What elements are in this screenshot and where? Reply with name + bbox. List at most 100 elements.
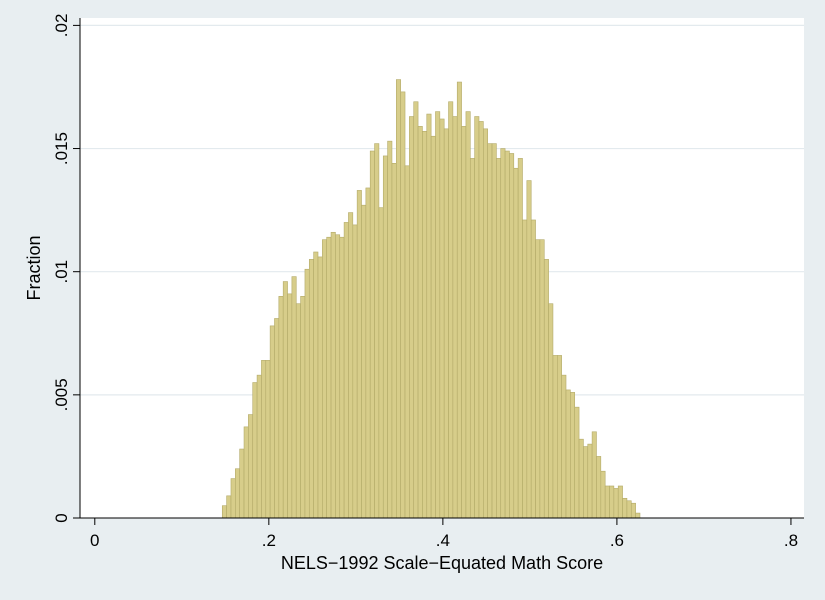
- histogram-bar: [348, 212, 354, 519]
- histogram-bar: [557, 355, 562, 519]
- histogram-bar: [369, 150, 375, 519]
- histogram-bar: [622, 497, 628, 519]
- histogram-bar: [409, 116, 415, 519]
- histogram-bar: [404, 165, 410, 519]
- histogram-bar: [587, 443, 593, 519]
- histogram-bar: [282, 281, 288, 519]
- histogram-bar: [500, 148, 506, 519]
- histogram-bar: [522, 219, 528, 519]
- histogram-bar: [417, 126, 423, 519]
- histogram-bar: [496, 158, 502, 519]
- histogram-bar: [252, 382, 258, 519]
- histogram-bar: [574, 406, 580, 519]
- histogram-bar: [387, 140, 393, 519]
- histogram-bar: [308, 259, 314, 519]
- histogram-bar: [378, 207, 384, 519]
- histogram-bar: [478, 121, 484, 519]
- histogram-bar: [330, 231, 336, 519]
- histogram-bar: [426, 113, 432, 519]
- x-tick-label: .4: [436, 531, 450, 550]
- histogram-bar: [352, 224, 358, 519]
- histogram-bar: [235, 468, 240, 519]
- x-tick-label: .6: [610, 531, 624, 550]
- histogram-bar: [300, 296, 306, 519]
- bars: [221, 79, 641, 519]
- histogram-bar: [339, 236, 345, 519]
- x-tick-label: .8: [784, 531, 798, 550]
- histogram-bar: [461, 126, 467, 519]
- histogram-bar: [617, 485, 623, 519]
- histogram-bar: [509, 153, 515, 519]
- histogram-bar: [452, 116, 458, 519]
- histogram-bar: [591, 431, 597, 519]
- histogram-bar: [443, 128, 449, 519]
- y-tick-label: .015: [52, 132, 71, 165]
- histogram-bar: [578, 438, 584, 519]
- histogram-bar: [413, 101, 419, 519]
- x-tick-label: 0: [90, 531, 99, 550]
- histogram-bar: [635, 512, 641, 519]
- histogram-bar: [609, 485, 615, 519]
- histogram-bar: [487, 143, 493, 519]
- histogram-bar: [517, 158, 523, 519]
- histogram-bar: [265, 360, 271, 519]
- histogram-bar: [513, 167, 519, 519]
- histogram-bar: [465, 111, 471, 519]
- histogram-bar: [430, 135, 436, 519]
- histogram-bar: [543, 259, 549, 519]
- histogram-bar: [248, 414, 254, 519]
- histogram-bar: [382, 155, 388, 519]
- histogram-bar: [456, 81, 462, 519]
- histogram-bar: [613, 488, 619, 519]
- histogram-bar: [278, 296, 284, 519]
- histogram-bar: [396, 79, 401, 519]
- histogram-bar: [474, 116, 480, 519]
- histogram-bar: [626, 500, 632, 519]
- histogram-bar: [504, 150, 510, 519]
- x-tick-label: .2: [262, 531, 276, 550]
- histogram-bar: [274, 318, 280, 519]
- y-tick-label: .005: [52, 378, 71, 411]
- histogram-bar: [483, 128, 488, 519]
- histogram-bar: [552, 355, 558, 519]
- histogram-bar: [583, 446, 589, 519]
- histogram-bar: [326, 236, 332, 519]
- histogram-bar: [526, 180, 532, 519]
- histogram-bar: [356, 190, 362, 519]
- histogram-bar: [317, 256, 323, 519]
- histogram-bar: [343, 222, 349, 519]
- histogram-bar: [448, 101, 454, 519]
- histogram-bar: [239, 448, 245, 519]
- histogram-bar: [539, 239, 545, 519]
- histogram-bar: [548, 303, 554, 519]
- histogram-bar: [630, 502, 636, 519]
- y-tick-label: .01: [52, 260, 71, 284]
- histogram-bar: [439, 118, 445, 519]
- histogram-bar: [530, 219, 536, 519]
- histogram-bar: [400, 91, 406, 519]
- histogram-bar: [365, 187, 371, 519]
- histogram-bar: [226, 495, 232, 519]
- histogram-bar: [435, 111, 441, 519]
- histogram-bar: [230, 478, 236, 519]
- histogram-bar: [570, 392, 576, 519]
- histogram-bar: [422, 131, 428, 519]
- histogram-bar: [491, 143, 497, 519]
- histogram-bar: [596, 456, 602, 519]
- histogram-bar: [313, 251, 319, 519]
- histogram-bar: [604, 485, 610, 519]
- x-axis-ticks: 0 .2 .4 .6 .8: [90, 518, 798, 550]
- histogram-bar: [335, 234, 341, 519]
- histogram-bar: [535, 239, 541, 519]
- histogram-bar: [269, 325, 275, 519]
- histogram-bar: [391, 163, 397, 519]
- histogram-bar: [261, 360, 267, 519]
- x-axis-title: NELS−1992 Scale−Equated Math Score: [281, 553, 603, 573]
- y-tick-label: .02: [52, 14, 71, 38]
- histogram-bar: [361, 204, 367, 519]
- y-axis-title: Fraction: [24, 235, 44, 300]
- y-axis-ticks: 0 .005 .01 .015 .02: [52, 14, 80, 523]
- histogram-bar: [243, 426, 249, 519]
- histogram-bar: [221, 505, 227, 519]
